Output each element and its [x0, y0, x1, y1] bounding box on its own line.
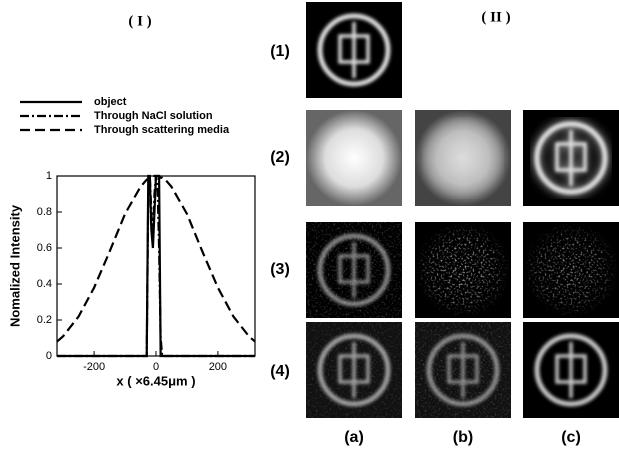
legend-label: object — [94, 96, 127, 108]
image — [523, 322, 619, 418]
series-line — [57, 174, 255, 358]
line-chart: 0 0.2 0.4 0.6 0.8 1 -200 0 200 x ( ×6.45μm ) Nomal… — [7, 96, 256, 388]
plot-frame — [56, 175, 256, 357]
panel-title: ( I ) — [128, 13, 151, 29]
image — [306, 2, 402, 98]
row-label: (4) — [270, 363, 290, 380]
column-label: (c) — [561, 429, 581, 446]
series-line — [56, 174, 256, 343]
y-axis-label: Nomalized Intensity — [7, 204, 22, 327]
image — [306, 222, 402, 318]
legend-label: Through NaCl solution — [94, 110, 213, 122]
y-tick-label: 1 — [46, 170, 52, 182]
legend-label: Through scattering media — [94, 124, 230, 136]
image — [523, 110, 619, 206]
image — [415, 222, 511, 318]
y-tick-label: 0 — [46, 350, 52, 362]
image — [523, 222, 619, 318]
y-tick-label: 0.2 — [37, 314, 52, 326]
series-line — [57, 175, 255, 358]
y-tick-label: 0.8 — [37, 206, 52, 218]
column-label: (a) — [344, 429, 364, 446]
y-tick-label: 0.6 — [37, 242, 52, 254]
image — [306, 110, 402, 206]
row-label: (1) — [270, 43, 290, 60]
image — [306, 322, 402, 418]
y-tick-label: 0.4 — [37, 278, 52, 290]
image — [415, 322, 511, 418]
x-axis-label: x ( ×6.45μm ) — [116, 373, 195, 388]
row-label: (3) — [270, 261, 290, 278]
x-tick-label: 200 — [209, 361, 227, 373]
panel-title: ( II ) — [481, 9, 510, 25]
x-tick-label: 0 — [153, 361, 159, 373]
row-label: (2) — [270, 149, 290, 166]
image — [415, 110, 511, 206]
x-tick-label: -200 — [83, 361, 105, 373]
column-label: (b) — [453, 429, 473, 446]
